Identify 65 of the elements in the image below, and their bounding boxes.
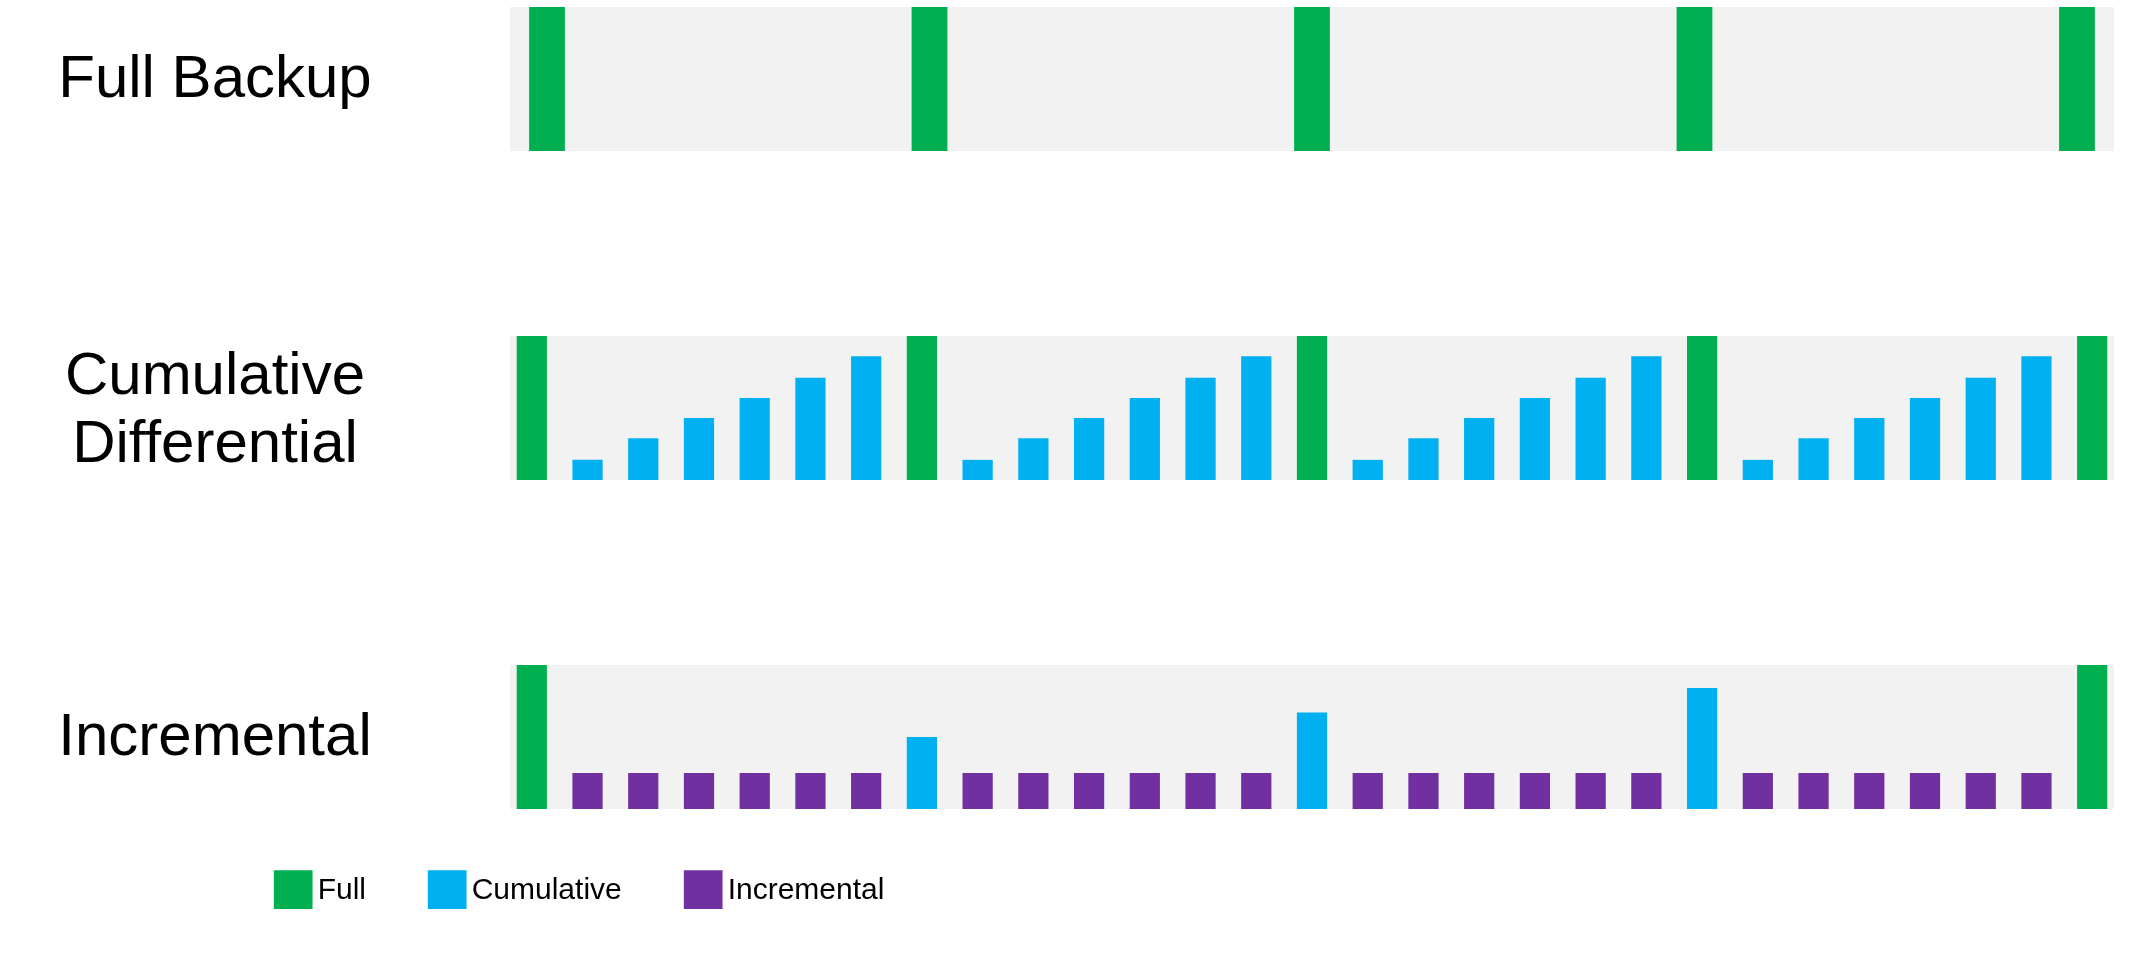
bar: [1686, 336, 1718, 480]
text: Differential: [72, 408, 358, 475]
bar: [906, 737, 938, 809]
bar: [1798, 773, 1829, 809]
bar: [1296, 712, 1328, 809]
bar: [1742, 459, 1773, 480]
bar: [683, 773, 715, 809]
bar: [1073, 418, 1105, 480]
bar: [1575, 377, 1606, 480]
bar: [1129, 773, 1160, 809]
bar: [851, 356, 882, 480]
bar: [851, 773, 882, 809]
text: Incremental: [58, 701, 372, 768]
bar: [1241, 356, 1272, 480]
bar: [1519, 773, 1551, 809]
bar: [1296, 336, 1328, 480]
text: Full Backup: [58, 43, 372, 110]
bar: [1575, 773, 1606, 809]
bar: [1464, 773, 1495, 809]
bar: [1018, 773, 1049, 809]
bar: [1185, 773, 1216, 809]
bar: [2077, 665, 2108, 809]
bar: [795, 377, 826, 480]
bar: [572, 773, 603, 809]
bar: [906, 336, 938, 480]
bar: [1519, 397, 1551, 480]
bar: [1241, 773, 1272, 809]
bar: [572, 459, 603, 480]
bar: [1408, 438, 1439, 480]
bar: [1464, 418, 1495, 480]
chart-title: Cumulative: [64, 340, 366, 407]
bar: [683, 418, 715, 480]
bar: [962, 773, 993, 809]
bar: [1073, 773, 1105, 809]
bar: [628, 773, 659, 809]
bar: [1965, 377, 1996, 480]
bar: [1185, 377, 1216, 480]
bar: [1018, 438, 1049, 480]
bar: [516, 665, 547, 809]
legend-label: Cumulative: [471, 871, 622, 905]
legend-label: Incremental: [727, 871, 885, 905]
bar: [2021, 773, 2052, 809]
bar: [1854, 773, 1885, 809]
bar: [1965, 773, 1996, 809]
bar: [1854, 418, 1885, 480]
legend-label: Full: [317, 871, 367, 905]
bar: [1352, 459, 1383, 480]
bar: [795, 773, 826, 809]
bar: [1631, 356, 1662, 480]
bar: [739, 773, 770, 809]
bar: [1631, 773, 1662, 809]
bar: [628, 438, 659, 480]
bar: [2077, 336, 2108, 480]
bar: [1408, 773, 1439, 809]
bar: [1686, 688, 1718, 809]
bar: [739, 397, 770, 480]
bar: [1742, 773, 1773, 809]
bar: [1909, 773, 1941, 809]
bar: [962, 459, 993, 480]
bar: [1909, 397, 1941, 480]
bar: [1798, 438, 1829, 480]
bar: [2021, 356, 2052, 480]
bar: [1352, 773, 1383, 809]
bar: [516, 336, 547, 480]
bar: [1129, 397, 1160, 480]
